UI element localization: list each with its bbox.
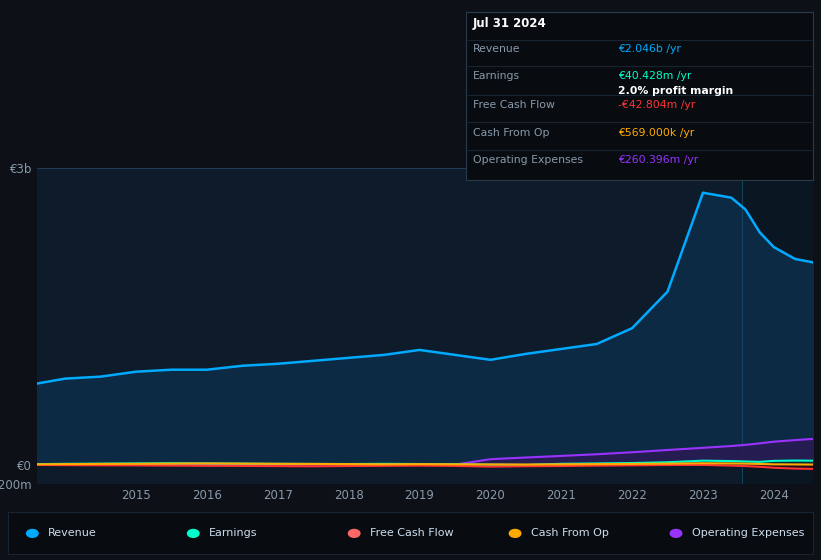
Text: Revenue: Revenue (473, 44, 521, 54)
Text: Operating Expenses: Operating Expenses (691, 529, 804, 538)
Text: Cash From Op: Cash From Op (473, 128, 549, 138)
Text: Free Cash Flow: Free Cash Flow (369, 529, 453, 538)
Text: €40.428m /yr: €40.428m /yr (618, 71, 691, 81)
Text: Operating Expenses: Operating Expenses (473, 155, 583, 165)
Text: Jul 31 2024: Jul 31 2024 (473, 17, 547, 30)
Text: 2.0% profit margin: 2.0% profit margin (618, 86, 733, 96)
Text: Earnings: Earnings (209, 529, 257, 538)
Text: €260.396m /yr: €260.396m /yr (618, 155, 699, 165)
Text: Free Cash Flow: Free Cash Flow (473, 100, 555, 110)
Bar (742, 168, 813, 484)
Text: €2.046b /yr: €2.046b /yr (618, 44, 681, 54)
Text: Earnings: Earnings (473, 71, 520, 81)
Text: -€42.804m /yr: -€42.804m /yr (618, 100, 695, 110)
Text: Cash From Op: Cash From Op (530, 529, 608, 538)
Text: Revenue: Revenue (48, 529, 97, 538)
Text: €569.000k /yr: €569.000k /yr (618, 128, 695, 138)
